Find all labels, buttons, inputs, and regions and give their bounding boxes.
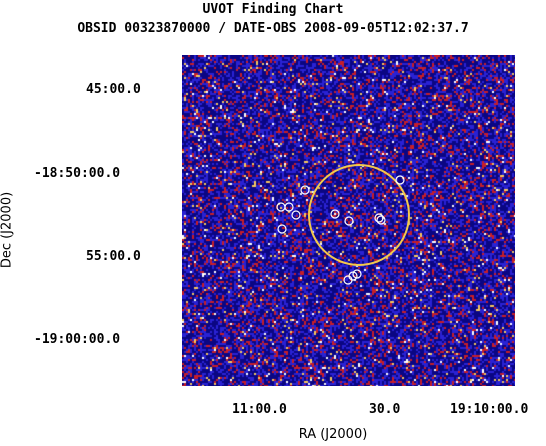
source-overlay <box>276 164 410 285</box>
chart-title: UVOT Finding Chart <box>202 2 344 17</box>
sky-image <box>182 55 515 386</box>
y-tick-label: 45:00.0 <box>86 82 141 97</box>
x-axis-label: RA (J2000) <box>298 427 368 442</box>
x-tick-label: 30.0 <box>369 402 401 417</box>
chart-subtitle: OBSID 00323870000 / DATE-OBS 2008-09-05T… <box>77 21 469 36</box>
source-marker <box>284 202 294 212</box>
source-marker <box>344 216 354 226</box>
source-marker <box>277 224 287 234</box>
source-marker <box>395 175 405 185</box>
y-axis-label: Dec (J2000) <box>0 191 15 269</box>
source-marker <box>291 210 301 220</box>
source-marker <box>376 215 386 225</box>
x-tick-label: 11:00.0 <box>232 402 287 417</box>
source-marker <box>343 275 353 285</box>
x-tick-label: 19:10:00.0 <box>450 402 529 417</box>
source-marker <box>276 202 286 212</box>
sky-image-pixels <box>182 55 515 386</box>
error-circle <box>308 164 410 266</box>
y-tick-label: -18:50:00.0 <box>34 166 121 181</box>
source-marker <box>300 185 310 195</box>
source-marker <box>352 269 362 279</box>
source-marker <box>374 213 384 223</box>
y-tick-label: -19:00:00.0 <box>34 332 121 347</box>
source-marker <box>330 209 340 219</box>
y-tick-label: 55:00.0 <box>86 249 141 264</box>
